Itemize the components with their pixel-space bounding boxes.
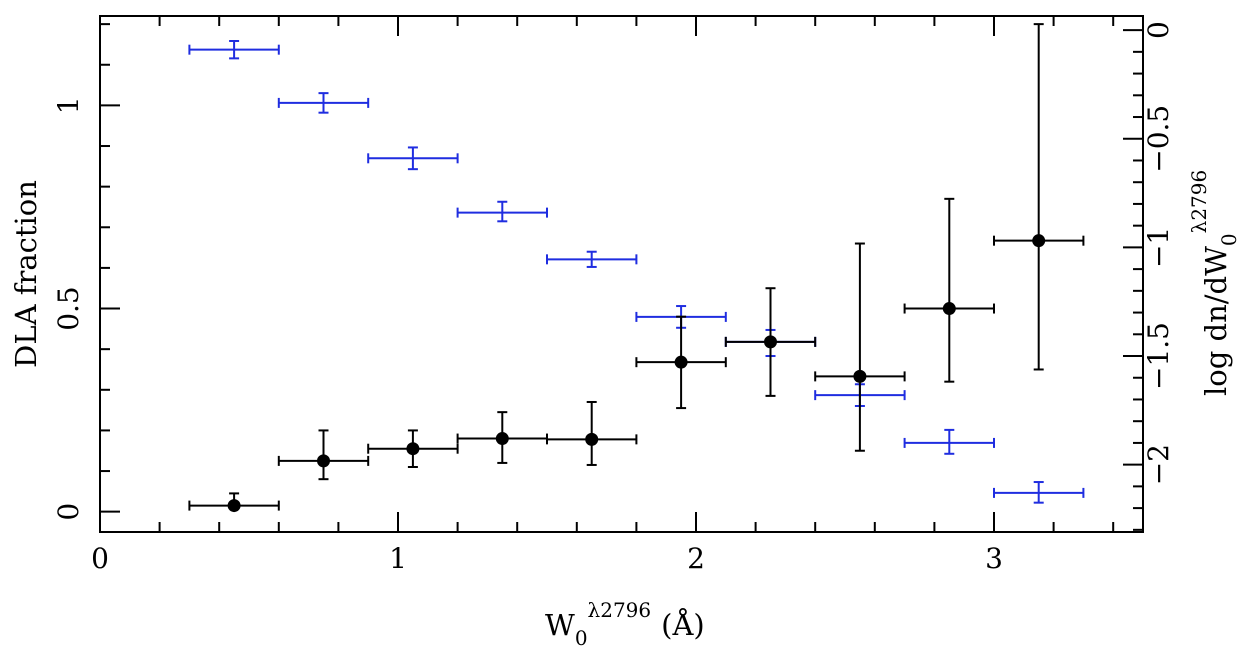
- y-axis-left-title: DLA fraction: [9, 180, 43, 368]
- y-axis-right-title: log dn/dW0 λ2796: [1187, 170, 1241, 396]
- data-point: [406, 442, 420, 456]
- y-right-tick-label: 0: [1142, 21, 1175, 39]
- x-tick-label: 2: [687, 542, 705, 575]
- series-dla-fraction: [188, 23, 1085, 513]
- y-right-tick-label: −1: [1142, 227, 1175, 268]
- x-tick-label: 0: [91, 542, 109, 575]
- y-left-tick-label: 0: [52, 503, 85, 521]
- plot-frame: [99, 15, 1144, 533]
- x-axis-title: W0λ2796 (Å): [545, 598, 705, 650]
- y-left-tick-label: 0.5: [52, 286, 85, 331]
- data-point: [495, 432, 509, 446]
- data-point: [227, 499, 241, 513]
- data-point: [853, 369, 867, 383]
- data-point: [942, 302, 956, 316]
- x-axis-title-sub: 0: [575, 626, 588, 650]
- data-point: [674, 355, 688, 369]
- x-tick-label: 1: [389, 542, 407, 575]
- y-right-tick-label: −2: [1142, 444, 1175, 485]
- tick-labels: 0 1 2 3 0 0.5 1 0 −0.5 −1 −1.5 −2: [52, 21, 1175, 575]
- x-axis-title-sup: λ2796: [588, 598, 652, 622]
- y-right-tick-label: −0.5: [1142, 105, 1175, 173]
- data-point: [1032, 234, 1046, 248]
- data-point: [585, 432, 599, 446]
- tick-marks: [99, 16, 1143, 532]
- x-axis-title-unit: (Å): [661, 607, 705, 642]
- y-axis-right-title-sub: 0: [1217, 233, 1241, 246]
- y-axis-right-title-sup: λ2796: [1187, 170, 1211, 234]
- y-right-tick-label: −1.5: [1142, 322, 1175, 390]
- data-point: [317, 454, 330, 468]
- y-left-tick-label: 1: [52, 96, 85, 114]
- x-axis-title-main: W: [545, 608, 575, 642]
- y-axis-right-title-main: log dn/dW: [1199, 246, 1233, 396]
- x-tick-label: 3: [985, 542, 1003, 575]
- data-point: [764, 335, 777, 349]
